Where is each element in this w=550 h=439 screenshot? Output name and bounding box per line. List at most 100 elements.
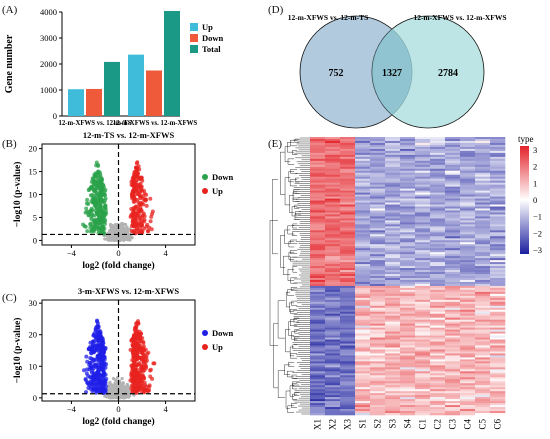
heatmap-cell — [400, 198, 416, 201]
heatmap-cell — [460, 178, 476, 181]
heatmap-cell — [445, 335, 461, 338]
heatmap-cell — [340, 198, 356, 201]
heatmap-cell — [310, 403, 326, 406]
heatmap-cell — [430, 393, 446, 396]
heatmap-cell — [475, 178, 491, 181]
point-down — [85, 367, 90, 372]
heatmap-cell — [340, 351, 356, 354]
heatmap-cell — [460, 331, 476, 334]
point-down — [95, 321, 100, 326]
heatmap-cell — [325, 353, 341, 356]
heatmap-cell — [325, 399, 341, 402]
point-up — [145, 222, 150, 227]
heatmap-cell — [310, 156, 326, 160]
heatmap-cell — [355, 321, 371, 324]
heatmap-cell — [490, 162, 506, 166]
heatmap-cell — [340, 164, 356, 168]
heatmap-cell — [415, 315, 431, 318]
heatmap-cell — [415, 264, 431, 267]
heatmap-cell — [340, 401, 356, 404]
point-ns — [122, 386, 126, 390]
heatmap-cell — [355, 295, 371, 299]
heatmap-cell — [460, 244, 476, 247]
heatmap-cell — [385, 403, 401, 406]
heatmap-cell — [475, 228, 491, 231]
heatmap-cell — [355, 289, 371, 293]
heatmap-cell — [310, 260, 326, 263]
heatmap-cell — [385, 361, 401, 364]
heatmap-cell — [385, 182, 401, 185]
heatmap-cell — [430, 377, 446, 380]
heatmap-cell — [325, 363, 341, 366]
point-down — [97, 197, 102, 202]
heatmap-cell — [415, 218, 431, 221]
point-ns — [109, 238, 113, 242]
heatmap-cell — [460, 277, 476, 281]
heatmap-cell — [475, 148, 491, 152]
heatmap-cell — [400, 325, 416, 328]
heatmap-cell — [415, 256, 431, 259]
column-label: C4 — [463, 419, 473, 430]
heatmap-cell — [430, 198, 446, 201]
heatmap-cell — [400, 182, 416, 185]
point-down — [89, 370, 94, 375]
heatmap-cell — [325, 142, 341, 146]
heatmap-cell — [355, 274, 371, 277]
heatmap-cell — [460, 196, 476, 199]
y-tick-label: 10 — [29, 361, 38, 371]
point-ns — [112, 237, 116, 241]
heatmap-cell — [430, 196, 446, 199]
heatmap-cell — [460, 391, 476, 394]
heatmap-cell — [310, 289, 326, 293]
point-ns — [108, 395, 113, 399]
heatmap-cell — [415, 385, 431, 388]
heatmap-cell — [310, 198, 326, 201]
heatmap-cell — [340, 303, 356, 307]
point-up — [138, 202, 143, 207]
heatmap-cell — [385, 252, 401, 255]
heatmap-cell — [475, 222, 491, 225]
heatmap-cell — [310, 200, 326, 203]
heatmap-cell — [445, 204, 461, 207]
legend-tick-label: −1 — [533, 212, 542, 222]
heatmap-cell — [340, 148, 356, 152]
heatmap-cell — [490, 411, 506, 414]
heatmap-cell — [310, 178, 326, 181]
venn-value-overlap: 1327 — [382, 68, 402, 79]
heatmap-cell — [355, 176, 371, 179]
point-ns — [130, 236, 134, 240]
heatmap-cell — [325, 359, 341, 362]
heatmap-cell — [400, 170, 416, 174]
heatmap-cell — [430, 321, 446, 324]
heatmap-cell — [430, 264, 446, 267]
heatmap-cell — [415, 138, 431, 142]
point-up — [133, 185, 138, 190]
heatmap-cell — [415, 285, 431, 289]
heatmap-cell — [490, 319, 506, 322]
heatmap-cell — [370, 323, 386, 326]
heatmap-cell — [415, 160, 431, 164]
heatmap-cell — [415, 137, 431, 140]
point-down — [90, 346, 95, 351]
heatmap-cell — [430, 166, 446, 170]
heatmap-cell — [415, 279, 431, 283]
heatmap-cell — [340, 268, 356, 271]
heatmap-cell — [370, 228, 386, 231]
heatmap-cell — [370, 224, 386, 227]
heatmap-cell — [460, 387, 476, 390]
point-up — [141, 352, 146, 357]
heatmap-cell — [370, 349, 386, 352]
heatmap-cell — [370, 371, 386, 374]
heatmap-cell — [475, 138, 491, 142]
heatmap-cell — [460, 317, 476, 320]
heatmap-cell — [490, 349, 506, 352]
heatmap-cell — [325, 413, 341, 416]
heatmap-cell — [490, 216, 506, 219]
heatmap-cell — [400, 403, 416, 406]
heatmap-cell — [400, 389, 416, 392]
heatmap-cell — [340, 228, 356, 231]
heatmap-cell — [430, 220, 446, 223]
point-up — [140, 215, 145, 220]
heatmap-cell — [400, 222, 416, 225]
heatmap-cell — [340, 194, 356, 197]
